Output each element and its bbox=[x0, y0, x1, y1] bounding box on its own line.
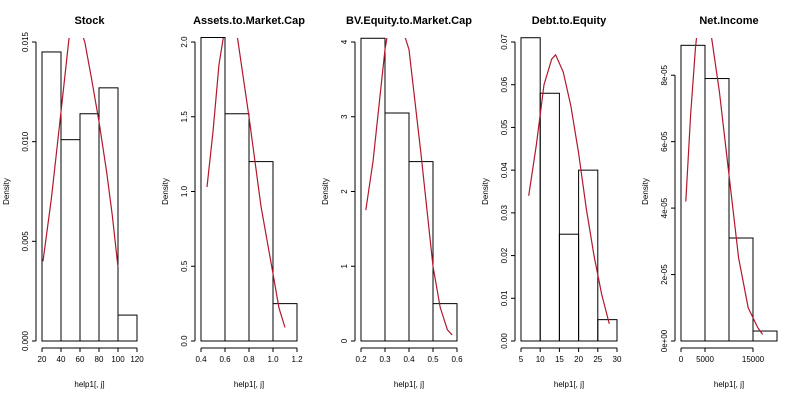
y-tick-label: 0.06 bbox=[500, 76, 509, 92]
y-tick-label: 0.04 bbox=[500, 162, 509, 178]
x-tick-label: 15000 bbox=[742, 355, 765, 364]
histogram-bar bbox=[539, 92, 560, 342]
y-tick-label: 4e-05 bbox=[660, 197, 669, 218]
y-tick-label: 0.07 bbox=[500, 34, 509, 50]
histogram-bar bbox=[384, 112, 410, 342]
histogram-bar bbox=[432, 303, 458, 342]
histogram-bar bbox=[200, 37, 226, 342]
histogram-bar bbox=[79, 113, 100, 342]
density-curve bbox=[528, 53, 610, 325]
panel-title: Debt.to.Equity bbox=[532, 15, 607, 27]
x-tick-label: 5 bbox=[519, 355, 524, 364]
x-tick-label: 80 bbox=[95, 355, 104, 364]
x-tick-label: 0.4 bbox=[403, 355, 415, 364]
panel-3: BV.Equity.to.Market.Cap 0.2 0.3 0.4 0.5 0.6 0 1… bbox=[321, 15, 472, 389]
y-tick-label: 0.010 bbox=[21, 131, 30, 152]
x-tick-label: 1.0 bbox=[267, 355, 279, 364]
y-tick-label: 1.0 bbox=[180, 185, 189, 197]
y-axis-label: Density bbox=[641, 178, 650, 205]
density-curve bbox=[685, 38, 764, 335]
y-tick-label: 4 bbox=[340, 39, 349, 44]
x-tick-label: 20 bbox=[574, 355, 583, 364]
panel-title: BV.Equity.to.Market.Cap bbox=[346, 15, 472, 27]
histogram-bar bbox=[578, 169, 599, 342]
histogram-bar bbox=[248, 161, 274, 342]
histogram-bar bbox=[752, 330, 778, 342]
x-tick-label: 120 bbox=[130, 355, 144, 364]
density-curve bbox=[42, 38, 119, 268]
x-tick-label: 15 bbox=[555, 355, 564, 364]
density-curve bbox=[206, 38, 286, 328]
x-axis-label: help1[, j] bbox=[394, 380, 424, 389]
histogram-bar bbox=[117, 314, 138, 342]
x-tick-label: 25 bbox=[593, 355, 602, 364]
x-axis-label: help1[, j] bbox=[714, 380, 744, 389]
y-axis-label: Density bbox=[481, 178, 490, 205]
histogram-bar bbox=[558, 233, 580, 342]
x-tick-label: 10 bbox=[536, 355, 545, 364]
y-tick-label: 0.0 bbox=[180, 335, 189, 347]
y-tick-label: 0.05 bbox=[500, 119, 509, 135]
x-tick-label: 0.2 bbox=[355, 355, 367, 364]
histogram-bar bbox=[60, 139, 81, 342]
y-tick-label: 8e-05 bbox=[660, 64, 669, 85]
x-axis-label: help1[, j] bbox=[234, 380, 264, 389]
panel-4: Debt.to.Equity 5 10 15 20 25 30 0.00 0.01 0.02 0.0… bbox=[481, 15, 622, 389]
y-axis-label: Density bbox=[161, 178, 170, 205]
y-tick-label: 0.03 bbox=[500, 205, 509, 221]
y-tick-label: 0.02 bbox=[500, 247, 509, 263]
panel-2: Assets.to.Market.Cap 0.4 0.6 0.8 1.0 1.2 0.0 0.… bbox=[161, 15, 305, 389]
histogram-bar bbox=[408, 161, 434, 342]
histogram-bar bbox=[728, 237, 754, 342]
y-tick-label: 0 bbox=[340, 338, 349, 343]
y-tick-label: 1 bbox=[340, 263, 349, 268]
y-tick-label: 0.01 bbox=[500, 290, 509, 306]
y-tick-label: 6e-05 bbox=[660, 131, 669, 152]
x-tick-label: 0.8 bbox=[243, 355, 255, 364]
y-tick-label: 0.00 bbox=[500, 333, 509, 349]
x-tick-label: 0.6 bbox=[219, 355, 231, 364]
x-tick-label: 0.3 bbox=[379, 355, 391, 364]
y-tick-label: 0.015 bbox=[21, 31, 30, 52]
x-axis-label: help1[, j] bbox=[554, 380, 584, 389]
y-tick-label: 0.005 bbox=[21, 231, 30, 252]
x-tick-label: 60 bbox=[76, 355, 85, 364]
density-curve bbox=[365, 38, 453, 336]
histogram-bar bbox=[704, 78, 730, 342]
y-axis-label: Density bbox=[321, 178, 330, 205]
x-tick-label: 30 bbox=[613, 355, 622, 364]
histogram-bar bbox=[520, 37, 541, 342]
x-tick-label: 0 bbox=[679, 355, 684, 364]
y-tick-label: 0.000 bbox=[21, 330, 30, 351]
y-tick-label: 2.0 bbox=[180, 36, 189, 48]
x-tick-label: 0.6 bbox=[451, 355, 463, 364]
histogram-bar bbox=[224, 113, 250, 342]
x-tick-label: 0.5 bbox=[427, 355, 439, 364]
panel-title: Assets.to.Market.Cap bbox=[193, 15, 305, 27]
x-tick-label: 20 bbox=[38, 355, 47, 364]
panel-1: Stock 20 40 60 80 100 120 0.000 0.005 0.010 0.015 h… bbox=[2, 15, 144, 389]
x-axis-label: help1[, j] bbox=[74, 380, 104, 389]
x-tick-label: 40 bbox=[57, 355, 66, 364]
x-tick-label: 5000 bbox=[696, 355, 714, 364]
histogram-bar bbox=[98, 87, 119, 342]
y-axis-label: Density bbox=[2, 178, 11, 205]
y-tick-label: 1.5 bbox=[180, 111, 189, 123]
histogram-bar bbox=[597, 319, 618, 342]
histogram-bar bbox=[272, 303, 298, 342]
y-tick-label: 2e-05 bbox=[660, 264, 669, 285]
y-tick-label: 0e+00 bbox=[660, 329, 669, 352]
panel-5: Net.Income 0 5000 15000 0e+00 2e-05 4e-05 6e-05… bbox=[641, 15, 778, 389]
x-tick-label: 1.2 bbox=[291, 355, 303, 364]
x-tick-label: 100 bbox=[111, 355, 125, 364]
y-tick-label: 3 bbox=[340, 114, 349, 119]
x-tick-label: 0.4 bbox=[195, 355, 207, 364]
panel-title: Stock bbox=[75, 15, 106, 27]
panel-title: Net.Income bbox=[699, 15, 758, 27]
y-tick-label: 2 bbox=[340, 189, 349, 194]
y-tick-label: 0.5 bbox=[180, 260, 189, 272]
